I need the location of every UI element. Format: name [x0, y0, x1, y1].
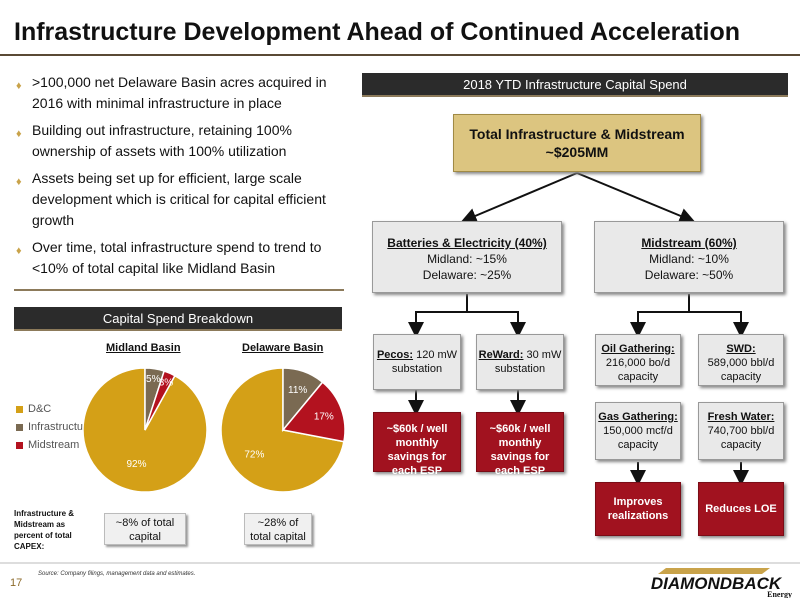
page-title: Infrastructure Development Ahead of Cont… — [14, 18, 741, 46]
delaware-percent-box: ~28% of total capital — [244, 513, 312, 545]
footer-divider — [0, 562, 800, 564]
batteries-electricity-box: Batteries & Electricity (40%) Midland: ~… — [372, 221, 562, 293]
legend-swatch — [16, 423, 23, 431]
bullet-item: ♦ >100,000 net Delaware Basin acres acqui… — [16, 74, 327, 111]
title-divider — [0, 54, 800, 56]
improves-realizations-box: Improves realizations — [595, 482, 681, 536]
midstream-box: Midstream (60%) Midland: ~10% Delaware: … — [594, 221, 784, 293]
capital-spend-header: Capital Spend Breakdown — [14, 307, 342, 331]
diamond-bullet-icon: ♦ — [16, 128, 22, 140]
bullet-list: ♦ >100,000 net Delaware Basin acres acqui… — [14, 72, 344, 285]
legend-item: Infrastructure — [16, 418, 93, 436]
reduces-loe-box: Reduces LOE — [698, 482, 784, 536]
svg-text:Energy: Energy — [767, 590, 792, 598]
diamond-bullet-icon: ♦ — [16, 245, 22, 257]
total-infrastructure-box: Total Infrastructure & Midstream ~$205MM — [453, 114, 701, 172]
capex-note: Infrastructure & Midstream as percent of… — [14, 509, 75, 551]
fresh-water-box: Fresh Water: 740,700 bbl/d capacity — [698, 402, 784, 460]
legend-swatch — [16, 441, 23, 449]
legend-item: D&C — [16, 400, 93, 418]
diamondback-logo: DIAMONDBACK Energy — [651, 568, 792, 598]
reward-substation-box: ReWard: 30 mW substation — [476, 334, 564, 390]
legend-swatch — [16, 405, 23, 413]
delaware-pie-title: Delaware Basin — [242, 342, 324, 354]
page-number: 17 — [10, 577, 23, 589]
diamond-bullet-icon: ♦ — [16, 176, 22, 188]
bullet-item: ♦ Building out infrastructure, retaining … — [16, 122, 292, 159]
bullet-item: ♦ Over time, total infrastructure spend t… — [16, 239, 322, 276]
midland-pie-title: Midland Basin — [106, 342, 181, 354]
svg-text:DIAMONDBACK: DIAMONDBACK — [651, 574, 783, 593]
bullet-item: ♦ Assets being set up for efficient, larg… — [16, 170, 326, 228]
gas-gathering-box: Gas Gathering: 150,000 mcf/d capacity — [595, 402, 681, 460]
pecos-substation-box: Pecos: 120 mW substation — [373, 334, 461, 390]
legend-item: Midstream — [16, 436, 93, 454]
swd-box: SWD: 589,000 bbl/d capacity — [698, 334, 784, 386]
bullet-divider — [14, 289, 344, 291]
infrastructure-spend-header: 2018 YTD Infrastructure Capital Spend — [362, 73, 788, 97]
savings-box: ~$60k / well monthly savings for each ES… — [476, 412, 564, 477]
source-note: Source: Company filings, management data… — [38, 571, 196, 577]
savings-box: ~$60k / well monthly savings for each ES… — [373, 412, 461, 477]
midland-percent-box: ~8% of total capital — [104, 513, 186, 545]
oil-gathering-box: Oil Gathering: 216,000 bo/d capacity — [595, 334, 681, 386]
pie-legend: D&C Infrastructure Midstream — [16, 400, 93, 454]
diamond-bullet-icon: ♦ — [16, 80, 22, 92]
